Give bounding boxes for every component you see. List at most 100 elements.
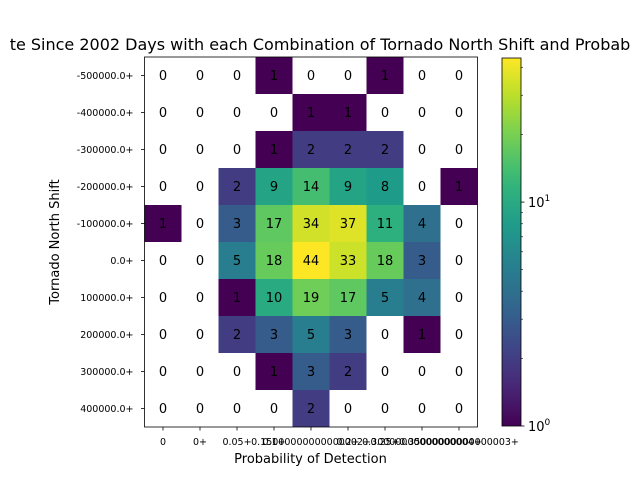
x-tick-label: 0.35000000000000003+ [399,437,519,448]
cell-value-label: 0 [233,69,241,84]
cell-value-label: 3 [344,328,352,343]
heatmap-cell [329,205,367,242]
heatmap-cell [403,316,441,353]
cell-value-label: 0 [233,365,241,380]
heatmap-cell [292,205,330,242]
heatmap-cell [329,316,367,353]
heatmap-cell [292,94,330,131]
heatmap-cell [144,168,182,205]
x-tick-label: 0.15000000000000002+ [251,437,371,448]
cell-value-label: 0 [455,402,463,417]
cell-value-label: 0 [159,365,167,380]
y-tick-labels: -500000.0+ -400000.0+ -300000.0+ -200000.0+… [77,71,145,415]
heatmap-cell [218,316,256,353]
cell-value-label: 3 [307,365,315,380]
heatmap-cell [329,131,367,168]
cell-value-label: 9 [270,180,278,195]
heatmap-cell [366,168,404,205]
heatmap-cell [329,168,367,205]
cell-value-label: 1 [270,365,278,380]
cell-value-label: 1 [270,143,278,158]
heatmap-cell [329,242,367,279]
cell-value-label: 1 [307,106,315,121]
y-tick-label: 300000.0+ [80,367,133,378]
heatmap-cell [255,57,293,94]
cell-value-label: 0 [159,106,167,121]
x-tick-labels: 0 0+ 0.05+ 0.1+0.15000000000000002+0.2+ 0.25… [160,427,519,448]
cell-value-label: 0 [344,402,352,417]
heatmap-cell [255,168,293,205]
cell-value-label: 0 [381,402,389,417]
cell-value-label: 17 [266,217,283,232]
heatmap-cell [181,316,219,353]
cell-value-label: 0 [455,254,463,269]
cell-value-label: 0 [455,328,463,343]
cell-value-label: 19 [303,291,320,306]
cell-value-label: 2 [233,328,241,343]
heatmap-cell [403,353,441,390]
heatmap-cell [403,205,441,242]
heatmap-cell [292,316,330,353]
cell-value-label: 2 [344,365,352,380]
cell-value-label: 0 [196,106,204,121]
cell-value-label: 0 [196,180,204,195]
cell-value-label: 2 [307,143,315,158]
x-tick-label: 0.30000000000000004+ [362,437,482,448]
heatmap-cell [292,353,330,390]
cell-value-label: 0 [159,180,167,195]
heatmap-cell [440,242,478,279]
heatmap-cell [181,57,219,94]
heatmap-cell [366,94,404,131]
cell-value-label: 1 [418,328,426,343]
cell-value-label: 1 [159,217,167,232]
cell-value-label: 0 [196,365,204,380]
heatmap-cell [144,205,182,242]
cell-value-label: 2 [344,143,352,158]
colorbar-tick-label: 100 [528,418,551,435]
y-tick-label: 0.0+ [110,256,133,267]
heatmap-cell [440,353,478,390]
cell-value-label: 1 [381,69,389,84]
cell-value-label: 0 [418,402,426,417]
heatmap-cell [403,279,441,316]
heatmap-cell [255,390,293,427]
heatmap-cell [218,131,256,168]
heatmap-cell [329,279,367,316]
heatmap-cell [218,57,256,94]
cell-value-label: 3 [270,328,278,343]
heatmap-cell [403,57,441,94]
cell-value-label: 0 [159,328,167,343]
cell-value-label: 0 [196,402,204,417]
cell-value-label: 2 [233,180,241,195]
heatmap-cell [144,242,182,279]
cell-value-label: 0 [233,402,241,417]
cell-value-label: 0 [159,254,167,269]
cell-value-label: 0 [381,328,389,343]
heatmap-cell [255,131,293,168]
heatmap-cell [403,94,441,131]
heatmap-cell [181,131,219,168]
heatmap-cell [181,205,219,242]
cell-value-label: 0 [418,143,426,158]
y-tick-label: 200000.0+ [80,330,133,341]
heatmap-cell [255,94,293,131]
heatmap-cell [366,316,404,353]
heatmap-cell [329,390,367,427]
cell-value-label: 37 [340,217,357,232]
cell-value-label: 4 [418,291,426,306]
cell-value-label: 10 [266,291,283,306]
heatmap-cells: 0 0 0 1 0 0 1 0 00 0 0 0 1 1 0 0 00 0 0 1 2 2 2 0 00 0 2 9 14 9 8 0 11 0 3… [144,56,478,428]
heatmap-cell [144,316,182,353]
cell-value-label: 0 [270,106,278,121]
heatmap-cell [366,205,404,242]
cell-value-label: 1 [233,291,241,306]
cell-value-label: 0 [455,365,463,380]
cell-value-label: 3 [418,254,426,269]
heatmap-cell [292,57,330,94]
cell-value-label: 8 [381,180,389,195]
heatmap-cell [440,94,478,131]
y-tick-label: -300000.0+ [77,145,134,156]
colorbar-tick-label: 101 [528,194,550,211]
heatmap-cell [292,279,330,316]
heatmap-cell [255,353,293,390]
